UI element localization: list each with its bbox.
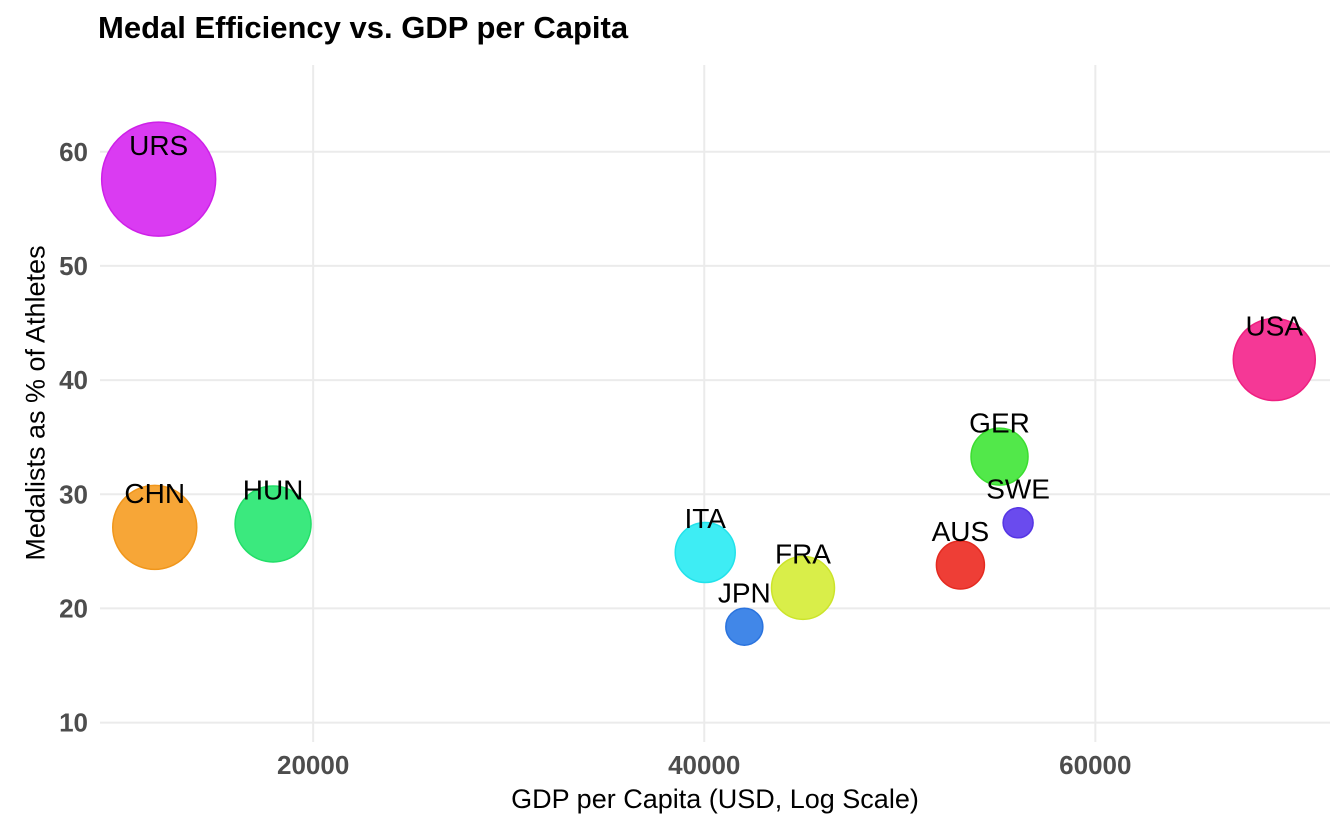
- chart-title: Medal Efficiency vs. GDP per Capita: [98, 10, 629, 45]
- bubble-SWE: [1002, 507, 1034, 539]
- gridlines: [100, 65, 1330, 742]
- bubble-FRA: [770, 555, 836, 621]
- bubble-USA: [1232, 317, 1317, 402]
- bubble-label-HUN: HUN: [243, 475, 304, 506]
- bubble-label-GER: GER: [969, 407, 1030, 438]
- bubble-label-SWE: SWE: [986, 474, 1050, 505]
- bubble-AUS: [935, 540, 986, 590]
- bubble-label-USA: USA: [1245, 310, 1303, 341]
- y-tick-label-10: 10: [59, 708, 88, 738]
- bubble-label-JPN: JPN: [718, 577, 771, 608]
- y-tick-label-50: 50: [59, 251, 88, 281]
- bubble-label-CHN: CHN: [124, 478, 185, 509]
- bubble-label-URS: URS: [129, 130, 188, 161]
- bubbles: [100, 121, 1317, 646]
- bubble-label-ITA: ITA: [684, 503, 726, 534]
- y-tick-label-40: 40: [59, 365, 88, 395]
- bubble-JPN: [725, 607, 764, 646]
- bubble-label-FRA: FRA: [775, 539, 831, 570]
- bubble-URS: [100, 121, 217, 237]
- bubble-labels: AUS CHN FRA GER HUN ITA JPN SWE URS USA: [124, 130, 1303, 609]
- x-tick-label-40000: 40000: [668, 750, 740, 780]
- bubble-GER: [970, 427, 1029, 486]
- x-tick-label-60000: 60000: [1059, 750, 1131, 780]
- bubble-HUN: [234, 485, 312, 563]
- bubble-ITA: [674, 521, 736, 584]
- bubble-CHN: [112, 484, 198, 571]
- x-tick-label-20000: 20000: [277, 750, 349, 780]
- y-tick-label-20: 20: [59, 593, 88, 623]
- x-axis-title: GDP per Capita (USD, Log Scale): [511, 784, 919, 814]
- y-tick-label-30: 30: [59, 479, 88, 509]
- y-tick-label-60: 60: [59, 137, 88, 167]
- bubble-label-AUS: AUS: [932, 516, 990, 547]
